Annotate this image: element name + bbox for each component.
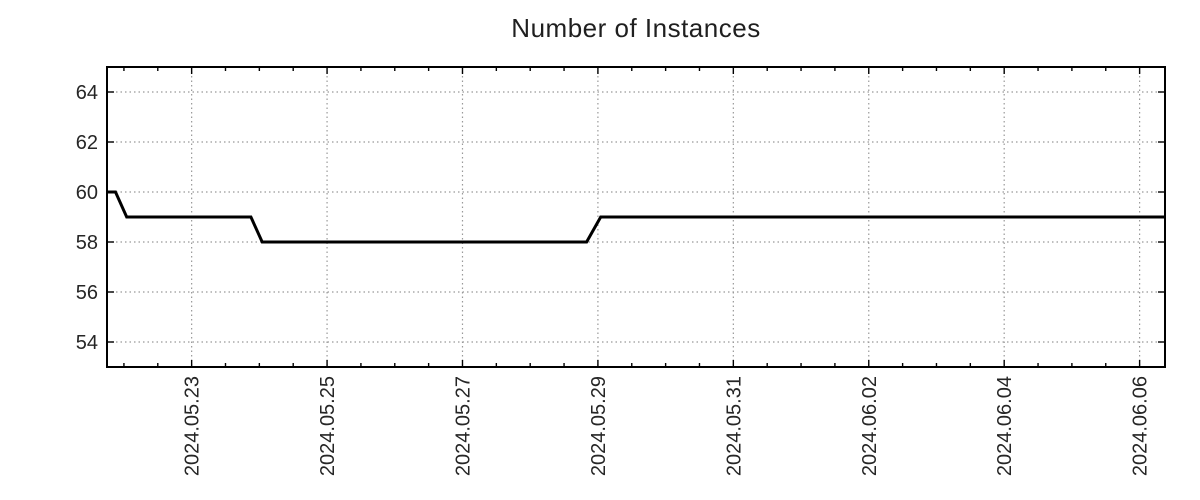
data-line-instances <box>107 190 1165 244</box>
x-tick-label: 2024.06.02 <box>859 376 881 476</box>
x-tick-label: 2024.05.29 <box>588 376 610 476</box>
y-tick-label: 60 <box>76 182 98 204</box>
chart-title: Number of Instances <box>511 13 761 43</box>
x-tick-label: 2024.06.06 <box>1130 376 1152 476</box>
x-tick-label: 2024.05.31 <box>723 376 745 476</box>
y-tick-label: 64 <box>76 82 98 104</box>
x-tick-label: 2024.05.23 <box>182 376 204 476</box>
y-tick-label: 54 <box>76 332 98 354</box>
plot-frame <box>106 66 1166 368</box>
y-tick-label: 62 <box>76 132 98 154</box>
y-tick-label: 58 <box>76 232 98 254</box>
y-tick-label: 56 <box>76 282 98 304</box>
x-tick-label: 2024.05.27 <box>452 376 474 476</box>
x-tick-label: 2024.05.25 <box>317 376 339 476</box>
x-tick-label: 2024.06.04 <box>994 376 1016 476</box>
